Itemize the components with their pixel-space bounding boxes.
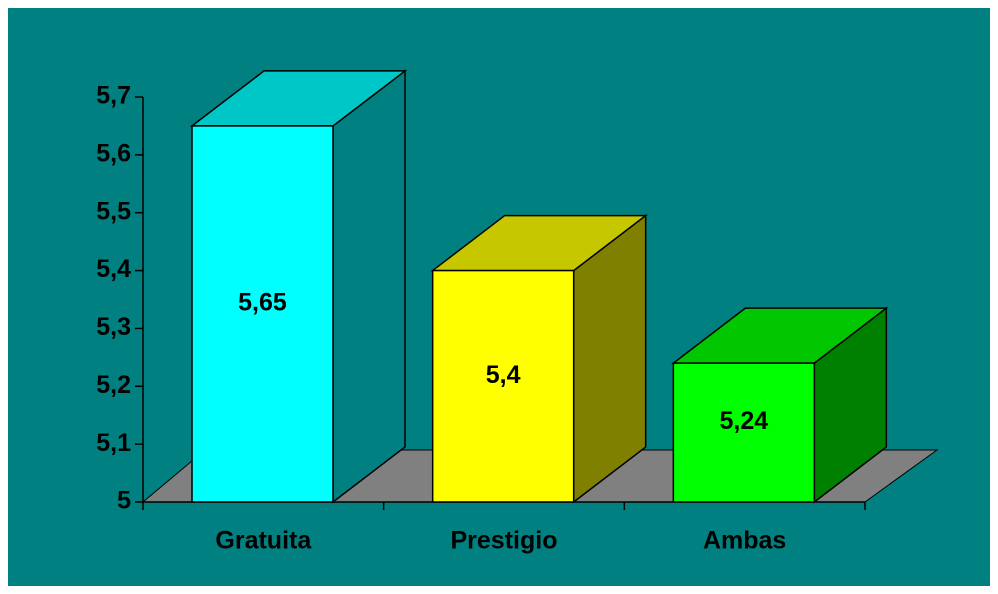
y-tick-label: 5,6 xyxy=(96,139,131,167)
value-label: 5,65 xyxy=(238,289,287,317)
value-label: 5,4 xyxy=(486,361,521,389)
bar xyxy=(191,125,334,503)
y-tick-label: 5,1 xyxy=(96,429,131,457)
x-tick-label: Ambas xyxy=(703,527,786,555)
bar xyxy=(431,269,575,503)
y-tick-label: 5 xyxy=(117,487,131,515)
y-tick-label: 5,3 xyxy=(96,313,131,341)
bar xyxy=(672,362,816,503)
x-tick-label: Gratuita xyxy=(215,527,312,555)
y-tick-label: 5,5 xyxy=(96,197,131,225)
x-tick-label: Prestigio xyxy=(451,527,558,555)
y-tick-label: 5,2 xyxy=(96,371,131,399)
value-label: 5,24 xyxy=(719,407,768,435)
y-tick-label: 5,4 xyxy=(96,255,131,283)
bar-side xyxy=(332,69,406,504)
y-tick-label: 5,7 xyxy=(96,82,131,110)
